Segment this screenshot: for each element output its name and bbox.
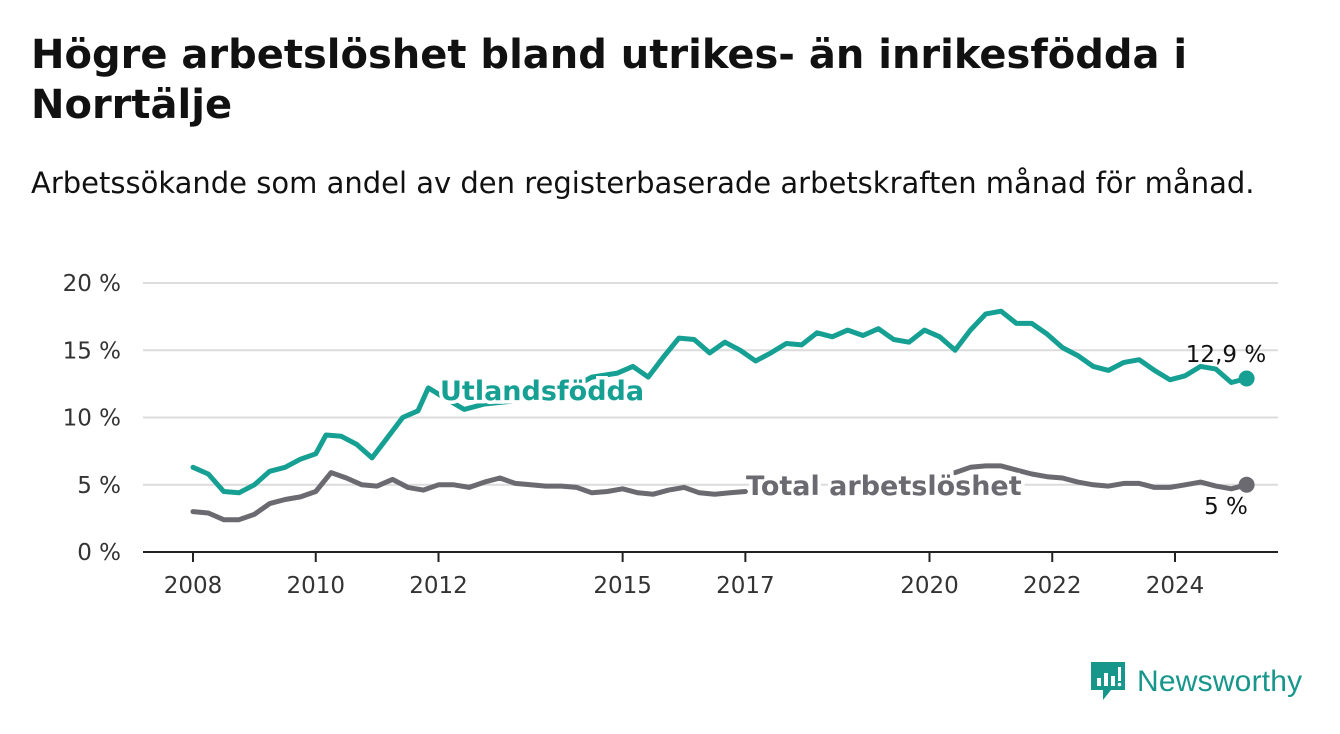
series-labels: Utlandsfödda Total arbetslöshet 12,9 % 5 % — [437, 342, 1267, 520]
series-line-utlandsfodda — [190, 308, 1250, 496]
line-chart: 0 %5 %10 %15 %20 % 2008 2010 2012 2015 2017 2… — [63, 271, 1278, 599]
y-tick-label: 15 % — [63, 338, 121, 364]
newsworthy-logo: Newsworthy — [1089, 660, 1302, 704]
x-tick-label: 2010 — [286, 573, 345, 599]
x-tick-label: 2017 — [716, 573, 775, 599]
x-tick-label: 2015 — [593, 573, 652, 599]
series-label-utlandsfodda: Utlandsfödda — [440, 376, 644, 407]
series-label-total: Total arbetslöshet — [746, 471, 1022, 502]
x-tick-label: 2024 — [1146, 573, 1205, 599]
end-label-utlandsfodda: 12,9 % — [1186, 342, 1266, 368]
x-tick-label: 2022 — [1023, 573, 1082, 599]
y-tick-label: 5 % — [77, 473, 121, 499]
series-line-total — [190, 470, 748, 523]
x-axis: 2008 2010 2012 2015 2017 2020 2022 2024 — [143, 551, 1278, 599]
chart-title: Högre arbetslöshet bland utrikes- än inr… — [31, 32, 1188, 128]
y-axis: 0 % 5 % 10 % 15 % 20 % — [63, 271, 121, 566]
x-tick-label: 2008 — [164, 573, 223, 599]
chart-subtitle: Arbetssökande som andel av den registerb… — [31, 166, 1255, 200]
logo-text: Newsworthy — [1137, 665, 1303, 698]
x-tick-label: 2012 — [409, 573, 468, 599]
end-label-total: 5 % — [1204, 494, 1248, 520]
series-line-total — [952, 463, 1250, 492]
x-tick-label: 2020 — [900, 573, 959, 599]
y-tick-label: 0 % — [77, 540, 121, 566]
end-point-utlandsfodda — [1238, 370, 1255, 387]
bar-chart-speech-icon — [1091, 662, 1125, 700]
series-lines — [190, 308, 1255, 523]
end-point-total — [1238, 476, 1255, 493]
y-tick-label: 10 % — [63, 406, 121, 432]
y-tick-label: 20 % — [63, 271, 121, 297]
